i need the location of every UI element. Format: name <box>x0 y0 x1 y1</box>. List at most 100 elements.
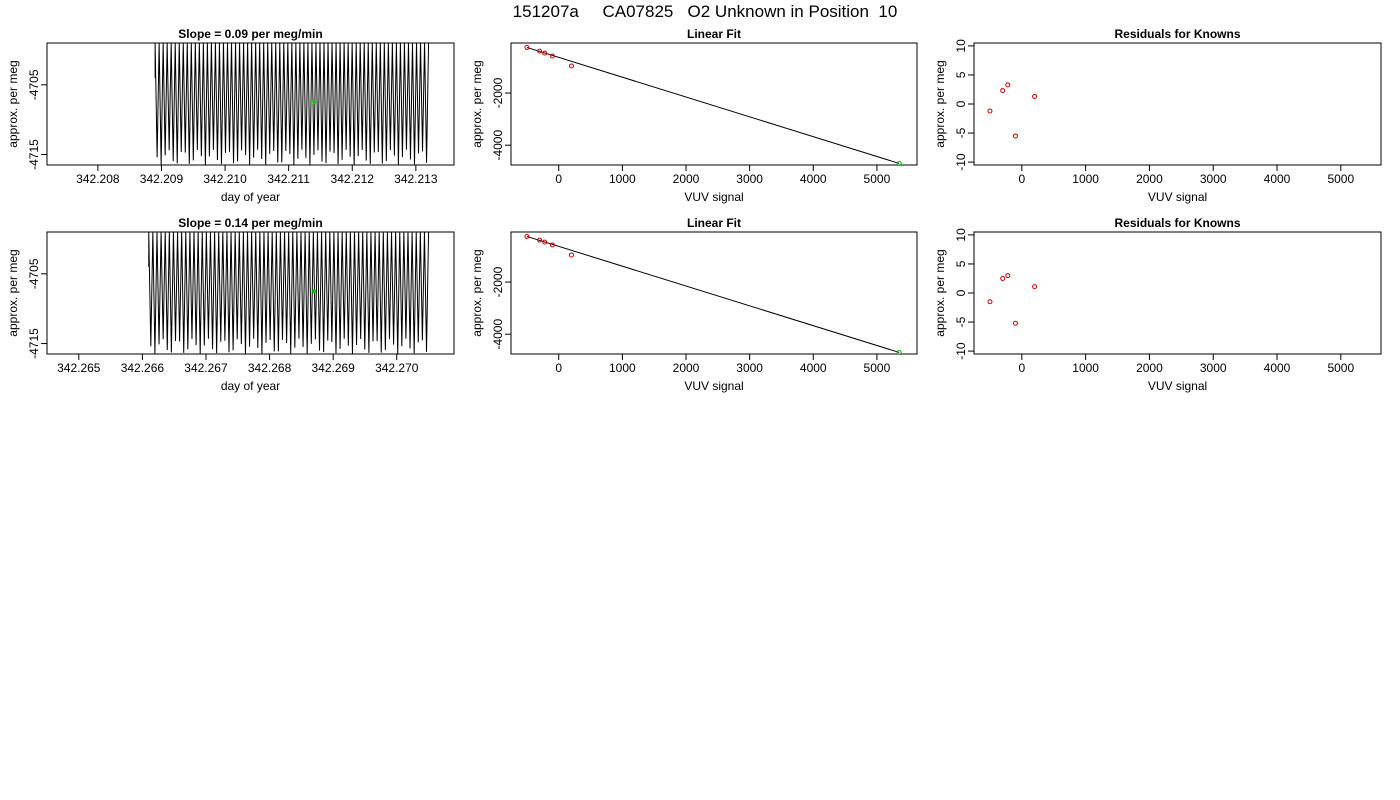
x-axis-label: VUV signal <box>1148 190 1207 204</box>
y-tick-label: 5 <box>954 71 968 78</box>
y-tick-label: -4705 <box>27 258 41 289</box>
known-point <box>568 63 574 69</box>
known-point <box>568 252 574 258</box>
known-point <box>524 44 530 50</box>
panel-title: Residuals for Knowns <box>1114 27 1240 41</box>
x-tick-label: 5000 <box>864 361 891 375</box>
raw-trace-line <box>154 43 430 165</box>
x-tick-label: 5000 <box>1327 361 1354 375</box>
panel-2: Linear Fit 0 1000 2000 3000 4000 5000 -2000 -400… <box>470 27 918 204</box>
y-tick-label: 0 <box>954 289 968 296</box>
x-tick-label: 0 <box>555 172 562 186</box>
y-tick-label: -4705 <box>27 69 41 100</box>
unknown-point <box>896 160 902 165</box>
plot-frame <box>46 231 455 355</box>
x-tick-label: 5000 <box>864 172 891 186</box>
x-tick-label: 342.270 <box>375 361 419 375</box>
x-tick-label: 3000 <box>1200 361 1227 375</box>
plot-frame <box>510 42 918 166</box>
x-tick-label: 3000 <box>736 361 763 375</box>
x-tick-label: 3000 <box>1200 172 1227 186</box>
panel-4: Slope = 0.14 per meg/min 342.265 342.266 34… <box>6 216 455 393</box>
y-axis-label: approx. per meg <box>933 60 947 147</box>
x-tick-label: 3000 <box>736 172 763 186</box>
x-tick-label: 342.265 <box>57 361 101 375</box>
y-tick-label: 10 <box>954 39 968 53</box>
residual-point <box>1032 284 1038 290</box>
mean-point <box>312 289 317 294</box>
y-tick-label: -5 <box>954 316 968 327</box>
known-point <box>549 53 555 59</box>
plot-area <box>154 43 430 165</box>
x-axis-label: VUV signal <box>1148 379 1207 393</box>
x-tick-label: 0 <box>1019 361 1026 375</box>
plot-frame <box>510 231 918 355</box>
residual-point <box>1032 93 1038 99</box>
panel-5: Linear Fit 0 1000 2000 3000 4000 5000 -2000 -400… <box>470 216 918 393</box>
y-tick-label: -4000 <box>491 130 505 161</box>
panel-6: Residuals for Knowns 0 1000 2000 3000 4000 500… <box>933 216 1382 393</box>
x-tick-label: 342.208 <box>76 172 120 186</box>
x-tick-label: 1000 <box>609 361 636 375</box>
x-tick-label: 342.268 <box>248 361 292 375</box>
x-axis-label: day of year <box>221 379 280 393</box>
known-point <box>524 233 530 239</box>
residual-point <box>1012 133 1018 139</box>
x-tick-label: 2000 <box>673 172 700 186</box>
x-axis-label: VUV signal <box>684 379 743 393</box>
x-tick-label: 2000 <box>1136 361 1163 375</box>
x-tick-label: 342.211 <box>267 172 310 186</box>
known-point <box>549 242 555 248</box>
plot-area <box>524 44 902 165</box>
plot-area <box>987 82 1038 139</box>
panel-3: Residuals for Knowns 0 1000 2000 3000 4000 500… <box>933 27 1382 204</box>
plot-area <box>987 273 1038 326</box>
y-axis-label: approx. per meg <box>6 60 20 147</box>
panel-title: Slope = 0.09 per meg/min <box>178 27 322 41</box>
known-point <box>542 239 548 245</box>
residual-point <box>1005 82 1011 88</box>
plot-frame <box>46 42 455 166</box>
known-point <box>542 50 548 56</box>
x-tick-label: 342.212 <box>331 172 375 186</box>
residual-point <box>1000 88 1006 94</box>
fit-line <box>526 235 900 353</box>
x-tick-label: 0 <box>555 361 562 375</box>
x-tick-label: 1000 <box>1072 172 1099 186</box>
y-axis-label: approx. per meg <box>470 60 484 147</box>
residual-point <box>1000 275 1006 281</box>
known-point <box>537 237 543 243</box>
panel-1: Slope = 0.09 per meg/min 342.208 342.209 34… <box>6 27 455 204</box>
y-tick-label: 5 <box>954 260 968 267</box>
residual-point <box>987 299 993 305</box>
raw-trace-line <box>148 232 430 354</box>
y-tick-label: -4715 <box>27 328 41 359</box>
y-axis-label: approx. per meg <box>470 249 484 336</box>
y-tick-label: -10 <box>954 342 968 360</box>
unknown-point <box>896 349 902 354</box>
residual-point <box>987 108 993 114</box>
x-tick-label: 2000 <box>1136 172 1163 186</box>
y-tick-label: -10 <box>954 153 968 171</box>
known-point <box>537 48 543 54</box>
x-tick-label: 2000 <box>673 361 700 375</box>
y-tick-label: 10 <box>954 228 968 242</box>
figure-title: 151207a CA07825 O2 Unknown in Position 1… <box>513 2 898 21</box>
x-tick-label: 4000 <box>800 172 827 186</box>
x-tick-label: 342.213 <box>394 172 438 186</box>
panel-title: Residuals for Knowns <box>1114 216 1240 230</box>
x-tick-label: 342.209 <box>140 172 184 186</box>
x-tick-label: 5000 <box>1327 172 1354 186</box>
y-axis-label: approx. per meg <box>6 249 20 336</box>
residual-point <box>1012 320 1018 326</box>
panel-title: Linear Fit <box>687 216 741 230</box>
panel-title: Linear Fit <box>687 27 741 41</box>
x-axis-label: day of year <box>221 190 280 204</box>
x-tick-label: 0 <box>1019 172 1026 186</box>
y-tick-label: -2000 <box>491 266 505 297</box>
x-tick-label: 342.210 <box>203 172 247 186</box>
fit-line <box>526 46 900 164</box>
y-axis-label: approx. per meg <box>933 249 947 336</box>
plot-area <box>524 233 902 354</box>
